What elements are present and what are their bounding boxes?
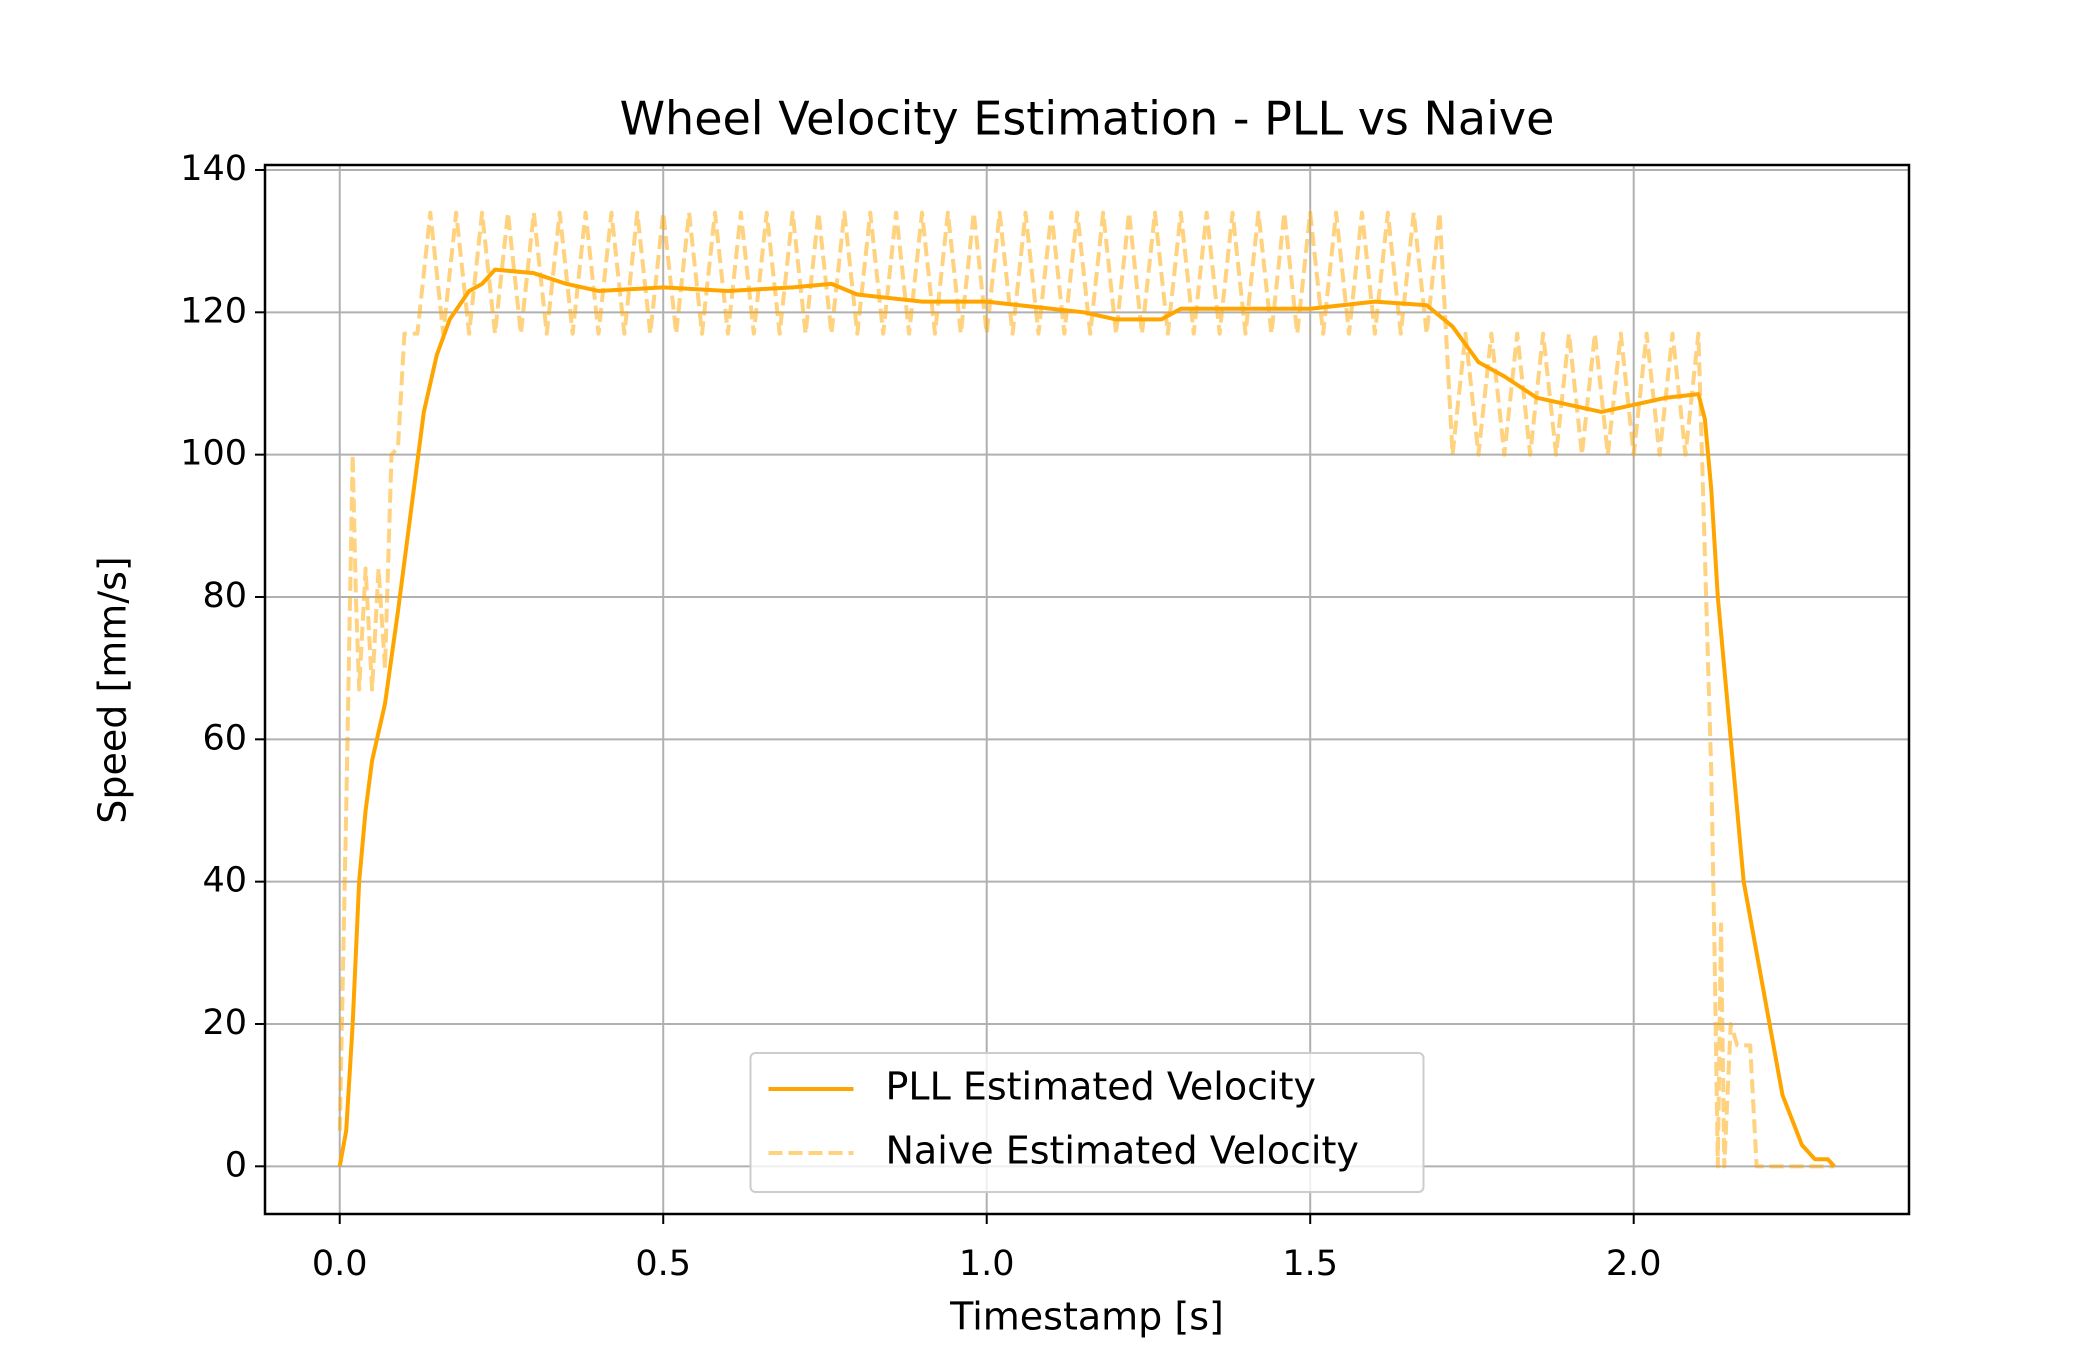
legend-label: PLL Estimated Velocity (886, 1065, 1316, 1109)
legend: PLL Estimated Velocity Naive Estimated Ve… (749, 1052, 1425, 1193)
x-tick-label: 1.5 (1282, 1244, 1338, 1284)
y-tick-label: 60 (202, 718, 247, 758)
y-tick-label: 20 (202, 1003, 247, 1043)
x-axis-label: Timestamp [s] (949, 1295, 1224, 1339)
y-axis-label: Speed [mm/s] (91, 556, 135, 823)
x-tick-label: 0.5 (635, 1244, 691, 1284)
y-tick-label: 140 (180, 149, 247, 189)
y-tick-label: 120 (180, 291, 247, 331)
series-line (337, 210, 1835, 1169)
x-tick-label: 0.0 (312, 1244, 368, 1284)
y-tick-label: 100 (180, 434, 247, 474)
legend-box (749, 1052, 1425, 1193)
chart-title: Wheel Velocity Estimation - PLL vs Naive (620, 92, 1555, 146)
series-line (337, 267, 1836, 1168)
y-tick-label: 0 (225, 1145, 247, 1185)
x-tick-label: 2.0 (1606, 1244, 1662, 1284)
legend-label: Naive Estimated Velocity (886, 1129, 1359, 1173)
plot-frame (263, 163, 1911, 1216)
y-tick-label: 40 (202, 861, 247, 901)
x-tick-label: 1.0 (959, 1244, 1015, 1284)
y-tick-label: 80 (202, 576, 247, 616)
